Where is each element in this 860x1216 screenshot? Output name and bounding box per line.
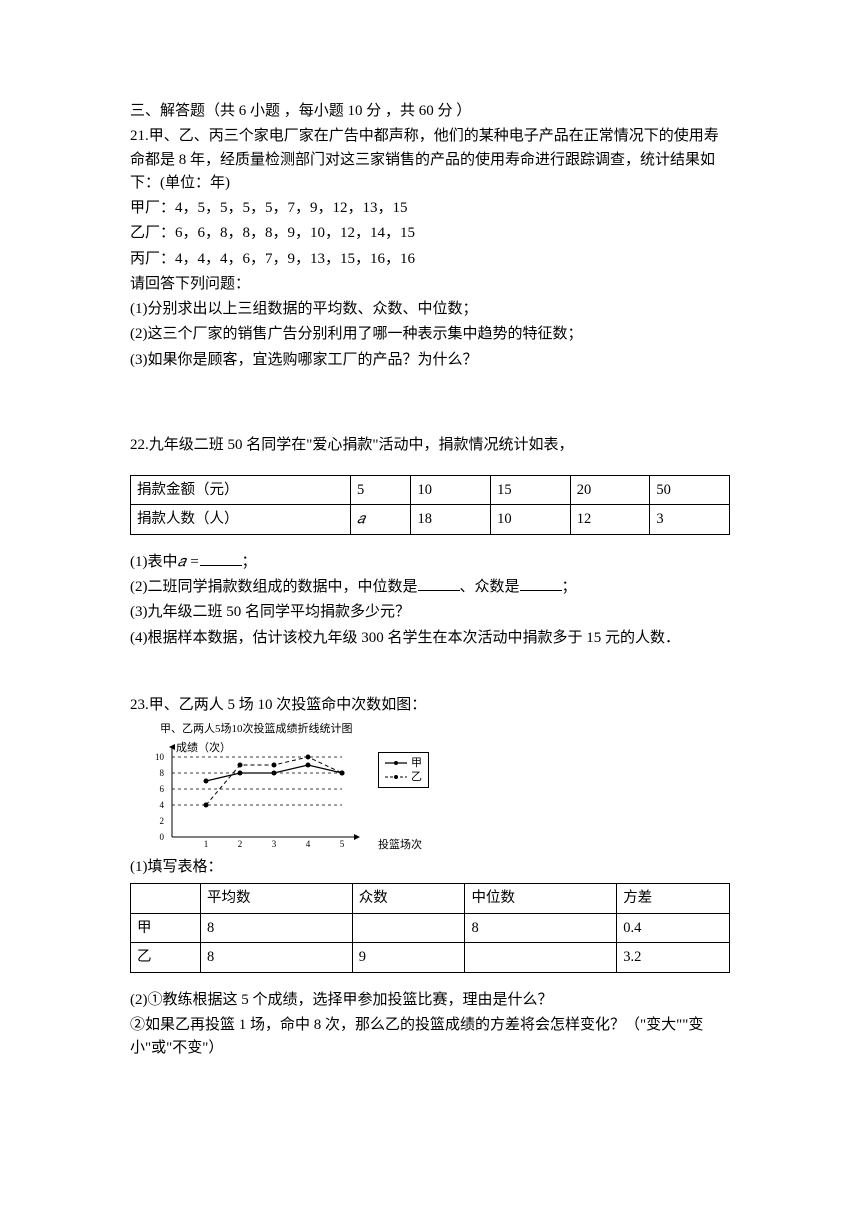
cell: 12 bbox=[570, 505, 650, 534]
table-row: 捐款人数（人） 𝑎 18 10 12 3 bbox=[131, 505, 730, 534]
svg-text:8: 8 bbox=[160, 768, 165, 778]
q21-data-yi: 乙厂：6，6，8，8，8，9，10，12，14，15 bbox=[130, 222, 730, 245]
svg-text:2: 2 bbox=[160, 816, 165, 826]
chart-ylabel: 成绩（次） bbox=[176, 740, 231, 757]
cell: 10 bbox=[411, 476, 491, 505]
cell: 3 bbox=[650, 505, 730, 534]
q21-sub2: (2)这三个厂家的销售广告分别利用了哪一种表示集中趋势的特征数； bbox=[130, 323, 730, 346]
svg-text:3: 3 bbox=[272, 839, 277, 847]
svg-text:2: 2 bbox=[238, 839, 243, 847]
cell: 𝑎 bbox=[351, 505, 411, 534]
cell: 平均数 bbox=[201, 884, 353, 913]
table-row: 乙 8 9 3.2 bbox=[131, 943, 730, 972]
q22-sub1: (1)表中𝑎 =； bbox=[130, 551, 730, 574]
svg-text:1: 1 bbox=[204, 839, 209, 847]
blank-input[interactable] bbox=[200, 552, 242, 566]
q22-intro: 22.九年级二班 50 名同学在"爱心捐款"活动中，捐款情况统计如表， bbox=[130, 434, 730, 457]
cell: 中位数 bbox=[465, 884, 617, 913]
svg-text:10: 10 bbox=[155, 752, 165, 762]
cell: 乙 bbox=[131, 943, 201, 972]
cell bbox=[352, 913, 465, 942]
cell: 50 bbox=[650, 476, 730, 505]
svg-text:4: 4 bbox=[306, 839, 311, 847]
svg-text:5: 5 bbox=[340, 839, 345, 847]
chart-legend: 甲 乙 bbox=[378, 752, 429, 788]
cell: 10 bbox=[491, 505, 571, 534]
chart-svg: 0 2 4 6 8 10 1 2 3 4 5 bbox=[142, 742, 372, 847]
q21-data-bing: 丙厂：4，4，4，6，7，9，13，15，16，16 bbox=[130, 248, 730, 271]
cell: 5 bbox=[351, 476, 411, 505]
cell: 甲 bbox=[131, 913, 201, 942]
table-row: 捐款金额（元） 5 10 15 20 50 bbox=[131, 476, 730, 505]
section-heading: 三、解答题（共 6 小题 ，每小题 10 分 ，共 60 分 ） bbox=[130, 100, 730, 123]
blank-input[interactable] bbox=[418, 577, 460, 591]
q21-intro: 21.甲、乙、丙三个家电厂家在广告中都声称，他们的某种电子产品在正常情况下的使用… bbox=[130, 125, 730, 195]
cell: 9 bbox=[352, 943, 465, 972]
q21-prompt: 请回答下列问题： bbox=[130, 273, 730, 296]
svg-text:6: 6 bbox=[160, 784, 165, 794]
cell: 20 bbox=[570, 476, 650, 505]
cell: 8 bbox=[201, 943, 353, 972]
chart-xlabel: 投篮场次 bbox=[378, 837, 422, 854]
cell: 众数 bbox=[352, 884, 465, 913]
q22-sub4: (4)根据样本数据，估计该校九年级 300 名学生在本次活动中捐款多于 15 元… bbox=[130, 627, 730, 650]
blank-input[interactable] bbox=[520, 577, 562, 591]
q22-sub3: (3)九年级二班 50 名同学平均捐款多少元？ bbox=[130, 601, 730, 624]
cell: 8 bbox=[465, 913, 617, 942]
svg-text:4: 4 bbox=[160, 800, 165, 810]
q23-sub2a: (2)①教练根据这 5 个成绩，选择甲参加投篮比赛，理由是什么？ bbox=[130, 989, 730, 1012]
q23-table: 平均数 众数 中位数 方差 甲 8 8 0.4 乙 8 9 3.2 bbox=[130, 883, 730, 972]
q22-sub2: (2)二班同学捐款数组成的数据中，中位数是、众数是； bbox=[130, 576, 730, 599]
cell: 0.4 bbox=[617, 913, 730, 942]
legend-yi: 乙 bbox=[411, 769, 422, 786]
cell bbox=[465, 943, 617, 972]
table-row: 平均数 众数 中位数 方差 bbox=[131, 884, 730, 913]
cell: 3.2 bbox=[617, 943, 730, 972]
cell: 18 bbox=[411, 505, 491, 534]
cell: 方差 bbox=[617, 884, 730, 913]
q23-intro: 23.甲、乙两人 5 场 10 次投篮命中次数如图： bbox=[130, 694, 730, 717]
cell bbox=[131, 884, 201, 913]
q23-sub1: (1)填写表格： bbox=[130, 856, 730, 879]
q22-table: 捐款金额（元） 5 10 15 20 50 捐款人数（人） 𝑎 18 10 12… bbox=[130, 475, 730, 535]
table-row: 甲 8 8 0.4 bbox=[131, 913, 730, 942]
svg-text:0: 0 bbox=[160, 832, 165, 842]
cell: 15 bbox=[491, 476, 571, 505]
q21-sub1: (1)分别求出以上三组数据的平均数、众数、中位数； bbox=[130, 298, 730, 321]
cell: 捐款金额（元） bbox=[131, 476, 351, 505]
chart-title: 甲、乙两人5场10次投篮成绩折线统计图 bbox=[160, 721, 730, 738]
cell: 捐款人数（人） bbox=[131, 505, 351, 534]
q21-sub3: (3)如果你是顾客，宜选购哪家工厂的产品？为什么？ bbox=[130, 349, 730, 372]
cell: 8 bbox=[201, 913, 353, 942]
q21-data-jia: 甲厂：4，5，5，5，5，7，9，12，13，15 bbox=[130, 197, 730, 220]
q23-sub2b: ②如果乙再投篮 1 场，命中 8 次，那么乙的投篮成绩的方差将会怎样变化？（"变… bbox=[130, 1014, 730, 1061]
q23-chart: 甲、乙两人5场10次投篮成绩折线统计图 成绩（次） 0 2 4 6 8 bbox=[142, 721, 730, 852]
